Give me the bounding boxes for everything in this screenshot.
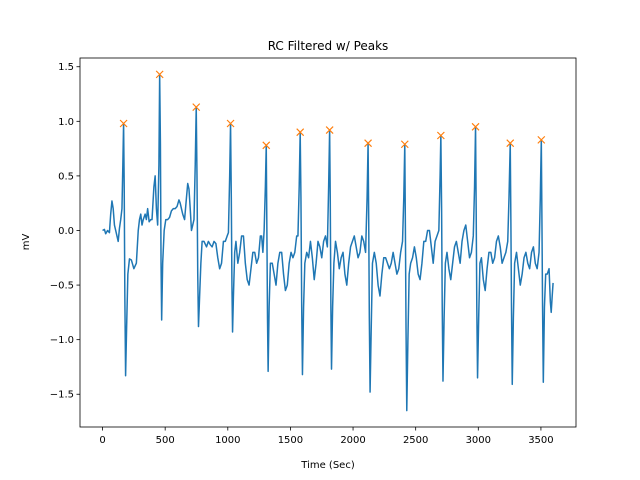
peak-marker-2 xyxy=(192,103,201,112)
peak-marker-8 xyxy=(400,140,409,149)
peak-marker-12 xyxy=(537,135,546,144)
x-tick-label-5: 2500 xyxy=(403,435,428,446)
x-tick-label-2: 1000 xyxy=(215,435,240,446)
x-tick-label-6: 3000 xyxy=(466,435,491,446)
y-tick-label-3: 0.0 xyxy=(58,226,74,237)
peak-marker-4 xyxy=(262,141,271,150)
x-tick-label-1: 500 xyxy=(156,435,175,446)
x-axis-label: Time (Sec) xyxy=(300,460,355,471)
y-tick-label-2: −0.5 xyxy=(50,281,74,292)
x-tick-label-4: 2000 xyxy=(340,435,365,446)
axes-frame xyxy=(79,57,577,428)
x-tick-label-3: 1500 xyxy=(278,435,303,446)
peak-marker-9 xyxy=(436,131,445,140)
y-tick-label-1: −1.0 xyxy=(50,335,74,346)
peak-marker-0 xyxy=(119,119,128,128)
y-tick-label-0: −1.5 xyxy=(50,390,74,401)
y-axis-label: mV xyxy=(21,234,32,251)
x-tick-label-7: 3500 xyxy=(528,435,553,446)
peak-marker-11 xyxy=(506,139,515,148)
peak-marker-3 xyxy=(226,119,235,128)
plot-area: 0 500 1000 1500 2000 2500 3000 3500 −1.5 −1.0 −0.5… xyxy=(50,57,577,446)
y-tick-label-4: 0.5 xyxy=(58,171,74,182)
peak-marker-1 xyxy=(155,70,164,79)
peak-marker-6 xyxy=(325,126,334,134)
peak-marker-5 xyxy=(296,128,305,137)
signal-line xyxy=(102,73,554,412)
peak-marker-10 xyxy=(471,122,480,131)
chart-title: RC Filtered w/ Peaks xyxy=(268,39,389,53)
peak-marker-7 xyxy=(364,139,373,148)
y-tick-label-6: 1.5 xyxy=(58,62,74,73)
y-tick-label-5: 1.0 xyxy=(58,117,74,128)
x-tick-label-0: 0 xyxy=(99,435,105,446)
